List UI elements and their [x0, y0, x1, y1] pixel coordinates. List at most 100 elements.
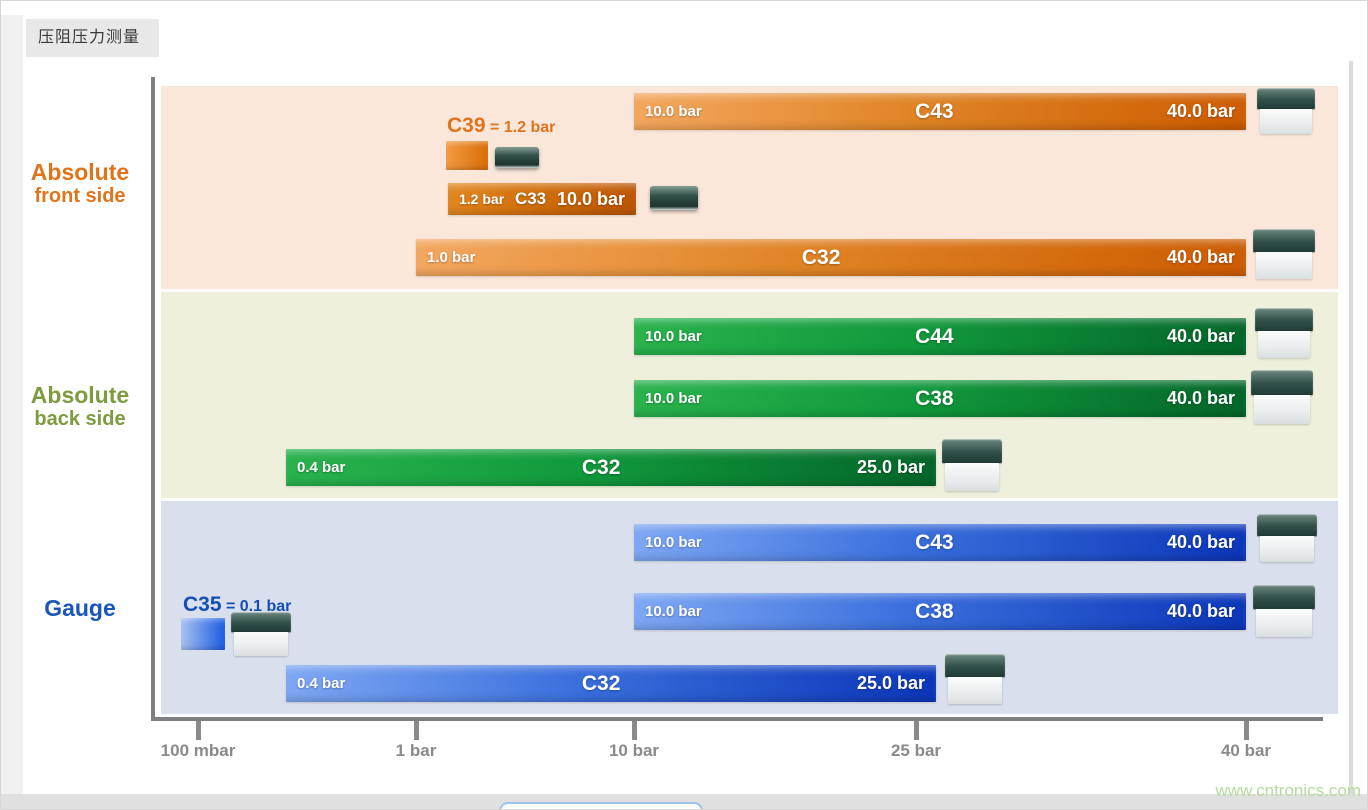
bar-min-label: 0.4 bar: [297, 675, 346, 692]
sensor-photo-c32-gauge: [945, 654, 1005, 704]
sensor-chip-top: [1255, 308, 1313, 331]
range-bar-gauge-c32: 0.4 bar C32 25.0 bar: [286, 665, 936, 702]
sensor-photo-c33: [650, 186, 698, 210]
right-edge-divider: [1349, 61, 1353, 794]
bar-product-name: C38: [915, 386, 954, 410]
bottom-gutter: [1, 794, 1367, 809]
range-bar-back-c38: 10.0 bar C38 40.0 bar: [634, 380, 1246, 417]
sensor-chip-top: [1257, 514, 1317, 537]
x-tick-label: 1 bar: [395, 741, 437, 760]
point-product-value: = 1.2 bar: [489, 119, 556, 136]
sensor-photo-c38-gauge: [1253, 585, 1315, 637]
sensor-chip-top: [231, 612, 291, 633]
x-tick-25bar: [914, 721, 919, 740]
sensor-chip-base: [1259, 109, 1313, 134]
bar-max-label: 40.0 bar: [1166, 326, 1235, 346]
group-label-gauge: Gauge: [13, 595, 147, 621]
group-label-absolute-back: Absolute back side: [13, 382, 147, 431]
bar-max-label: 10.0 bar: [556, 188, 625, 209]
bar-min-label: 10.0 bar: [645, 328, 702, 345]
bar-product-name: C32: [581, 455, 621, 479]
bar-product-name: C43: [915, 99, 954, 123]
sensor-chip-top: [1253, 229, 1315, 252]
sensor-chip-base: [1256, 252, 1312, 279]
range-bar-front-c33: 1.2 bar C33 10.0 bar: [448, 183, 636, 215]
bar-product-name: C32: [581, 671, 621, 695]
sensor-chip-top: [945, 654, 1005, 677]
x-tick-10bar: [632, 721, 637, 740]
point-marker-c39: [446, 141, 488, 170]
x-tick-label: 100 mbar: [160, 741, 236, 760]
range-bar-back-c44: 10.0 bar C44 40.0 bar: [634, 318, 1246, 355]
sensor-chip-top: [942, 439, 1002, 463]
x-tick-100mbar: [196, 721, 201, 740]
group-label-absolute-front: Absolute front side: [13, 159, 147, 208]
bar-min-label: 0.4 bar: [297, 459, 346, 476]
range-bar-gauge-c43: 10.0 bar C43 40.0 bar: [634, 524, 1246, 561]
bar-max-label: 40.0 bar: [1166, 247, 1235, 267]
group-label-line1: Absolute: [30, 382, 130, 408]
bar-max-label: 40.0 bar: [1166, 101, 1235, 121]
range-bar-front-c32: 1.0 bar C32 40.0 bar: [416, 239, 1246, 276]
bar-min-label: 1.0 bar: [427, 249, 476, 266]
point-product-name: C35: [183, 593, 222, 616]
sensor-photo-c44-back: [1255, 308, 1313, 358]
x-tick-40bar: [1244, 721, 1249, 740]
bar-min-label: 10.0 bar: [645, 603, 702, 620]
left-gutter: [1, 15, 23, 794]
x-tick-label: 40 bar: [1220, 741, 1272, 760]
bar-product-name: C32: [801, 245, 841, 269]
sensor-chip-base: [1260, 536, 1314, 562]
sensor-chip-base: [945, 462, 999, 491]
sensor-chip-base: [1254, 394, 1310, 424]
sensor-chip-base: [948, 677, 1002, 704]
x-axis-line: [151, 717, 1323, 721]
bar-min-label: 10.0 bar: [645, 390, 702, 407]
sensor-chip-top: [1257, 88, 1315, 110]
bar-max-label: 25.0 bar: [856, 673, 925, 693]
y-axis-line: [151, 77, 155, 721]
x-tick-label: 10 bar: [608, 741, 660, 760]
group-label-line2: front side: [34, 185, 126, 208]
group-label-line1: Absolute: [30, 159, 130, 185]
bar-product-name: C33: [514, 189, 547, 208]
bottom-button-partial[interactable]: [499, 802, 703, 809]
point-product-name: C39: [447, 114, 486, 137]
point-marker-c35: [181, 618, 225, 650]
sensor-photo-c32-front: [1253, 229, 1315, 279]
sensor-photo-c39: [495, 147, 539, 168]
range-bar-gauge-c38: 10.0 bar C38 40.0 bar: [634, 593, 1246, 630]
sensor-photo-c32-back: [942, 439, 1002, 491]
bar-max-label: 25.0 bar: [856, 457, 925, 477]
bar-max-label: 40.0 bar: [1166, 532, 1235, 552]
point-product-value: = 0.1 bar: [225, 598, 292, 615]
bar-max-label: 40.0 bar: [1166, 388, 1235, 408]
watermark-text: www.cntronics.com: [1215, 781, 1361, 800]
sensor-chip-top: [1251, 370, 1313, 395]
page-title-tab: 压阻压力测量: [26, 19, 159, 57]
x-tick-1bar: [414, 721, 419, 740]
sensor-chip-top: [1253, 585, 1315, 609]
bar-min-label: 10.0 bar: [645, 534, 702, 551]
sensor-photo-c35: [231, 612, 291, 656]
sensor-chip-base: [1256, 608, 1312, 637]
range-bar-back-c32: 0.4 bar C32 25.0 bar: [286, 449, 936, 486]
bar-min-label: 10.0 bar: [645, 103, 702, 120]
bar-product-name: C38: [915, 599, 954, 623]
group-label-line1: Gauge: [44, 595, 116, 621]
range-bar-front-c43: 10.0 bar C43 40.0 bar: [634, 93, 1246, 130]
bar-min-label: 1.2 bar: [459, 191, 505, 207]
sensor-chip-base: [234, 632, 288, 656]
point-label-c35: C35 = 0.1 bar: [183, 593, 291, 617]
group-label-line2: back side: [34, 408, 126, 431]
bar-max-label: 40.0 bar: [1166, 601, 1235, 621]
sensor-photo-c43-gauge: [1257, 514, 1317, 562]
bar-product-name: C44: [915, 324, 954, 348]
sensor-chip-base: [1257, 331, 1311, 358]
point-label-c39: C39 = 1.2 bar: [447, 114, 555, 138]
sensor-photo-c43-front: [1257, 88, 1315, 134]
x-tick-label: 25 bar: [890, 741, 942, 760]
bar-product-name: C43: [915, 530, 954, 554]
sensor-photo-c38-back: [1251, 370, 1313, 424]
